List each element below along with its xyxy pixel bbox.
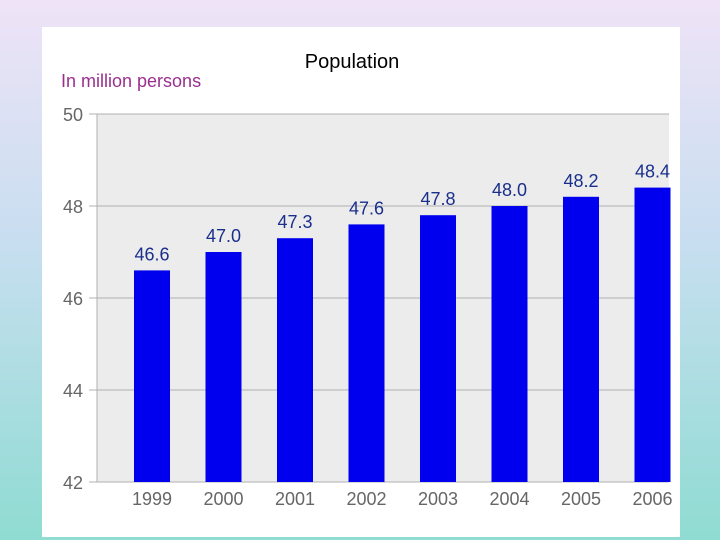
x-tick-label: 2003 [418,489,458,509]
x-tick-labels: 1999 2000 2001 2002 2003 2004 2005 2006 [132,489,673,509]
value-label: 46.6 [134,244,169,264]
y-tick-label: 46 [63,289,83,309]
x-tick-label: 2002 [346,489,386,509]
value-label: 48.2 [563,171,598,191]
value-label: 47.3 [277,212,312,232]
x-tick-label: 2000 [203,489,243,509]
population-bar-chart: Population In million persons 46.6 47.0 47… [61,51,673,509]
y-axis-label: In million persons [61,71,201,91]
x-tick-label: 2006 [632,489,672,509]
x-tick-label: 2004 [489,489,529,509]
value-label: 47.0 [206,226,241,246]
y-tick-label: 48 [63,197,83,217]
bar-1999 [134,270,170,482]
x-tick-label: 2001 [275,489,315,509]
bar-2003 [420,215,456,482]
value-label: 48.0 [492,180,527,200]
value-label: 47.6 [349,198,384,218]
y-tick-labels: 42 44 46 48 50 [63,105,83,493]
bars [134,187,671,483]
bar-2004 [491,206,528,482]
bar-2001 [277,238,313,482]
bar-2002 [348,224,385,482]
y-tick-label: 44 [63,381,83,401]
bar-2005 [563,196,599,483]
value-labels: 46.6 47.0 47.3 47.6 47.8 48.0 48.2 48.4 [134,162,670,265]
bar-2006 [634,187,671,482]
y-tick-label: 42 [63,473,83,493]
value-label: 47.8 [420,189,455,209]
bar-2000 [205,252,242,482]
slide-area: Population In million persons 46.6 47.0 47… [42,27,680,537]
x-tick-label: 1999 [132,489,172,509]
y-tick-label: 50 [63,105,83,125]
x-tick-label: 2005 [561,489,601,509]
chart-title: Population [305,51,400,73]
value-label: 48.4 [635,162,670,182]
